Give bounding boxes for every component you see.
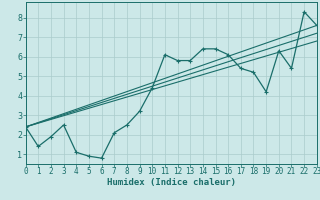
X-axis label: Humidex (Indice chaleur): Humidex (Indice chaleur) (107, 178, 236, 187)
